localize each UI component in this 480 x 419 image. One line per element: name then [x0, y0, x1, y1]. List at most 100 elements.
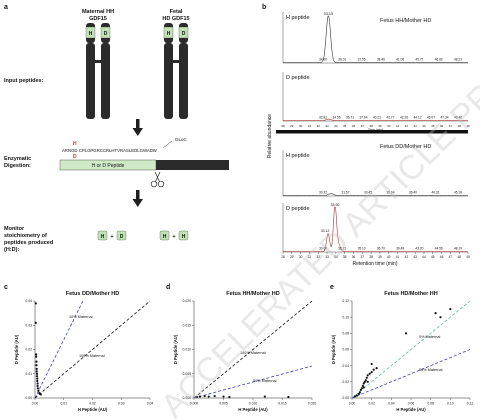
b-xtick-top-label-1: 29 — [290, 124, 294, 128]
b-xtick-top-label-5: 33 — [325, 124, 329, 128]
badge2-right: H — [182, 234, 186, 240]
scatter-e-point-6 — [361, 384, 364, 387]
b-xtick-label-8: 36 — [352, 255, 356, 259]
scatter-e-point-7 — [362, 382, 365, 385]
scatter-e-line-label-1: 50% Maternal — [419, 368, 443, 372]
right-disulfide — [173, 60, 179, 63]
scatter-c-xtick-label-0: 0.00 — [32, 402, 39, 406]
fetal-title-1: Fetal — [170, 9, 183, 15]
badge1-right: D — [120, 234, 124, 240]
scatter-e-point-5 — [360, 387, 363, 390]
scatter-d-refline-0 — [193, 300, 313, 399]
b-xtick-label-5: 33 — [325, 255, 329, 259]
panel-c-label: c — [4, 284, 8, 291]
scatter-e-title: Fetus HD/Mother HH — [384, 291, 438, 297]
trace-line-3 — [282, 206, 468, 253]
trace-small-label-2-1: 31.57 — [342, 191, 350, 195]
trace-small-label-0-4: 41.06 — [396, 58, 404, 62]
scatter-e-point-12 — [368, 372, 371, 375]
scatter-c-point-15 — [37, 389, 40, 392]
scatter-d-point-8 — [287, 395, 290, 399]
scatter-e-point-1 — [355, 394, 359, 397]
badge2-left: H — [163, 234, 167, 240]
arrow-down-icon — [132, 119, 143, 136]
panel-a: a Maternal HH GDF15 Fetal HD GDF15 H D H… — [4, 4, 229, 253]
scatter-c-ytick-label-2: 0.02 — [25, 348, 32, 352]
trace-small-label-0-0: 34.00 — [319, 58, 327, 62]
right-chain-b-green — [178, 26, 189, 39]
scatter-c-line-label-1: 100% Maternal — [79, 354, 105, 358]
trace-label-0: H peptide — [286, 15, 310, 21]
b-xtick-top-label-16: 44 — [422, 124, 426, 128]
scatter-d-ytick-label-0: 0.000 — [183, 396, 192, 400]
scatter-c-point-13 — [36, 384, 39, 387]
scatter-e-refline-1 — [351, 349, 471, 399]
peptide-remainder — [156, 160, 229, 170]
peptide-sequence: ARNGD CPLGPGRCCRLHTVRASLEDLGWADW — [62, 148, 158, 153]
b-time-unit-top: Time (min) — [368, 128, 383, 132]
panel-e: e Fetus HD/Mother HH 0.00 0.02 0.04 0.06 0.08 0… — [330, 284, 473, 412]
trace-small-label-3-1: 32.21 — [338, 247, 346, 251]
trace-small-label-0-2: 37.55 — [358, 58, 366, 62]
b-xtick-top-label-2: 30 — [299, 124, 303, 128]
trace-small-label-0-6: 46.82 — [435, 58, 443, 62]
scatter-e-xtick-label-1: 0.02 — [368, 402, 375, 406]
trace-small-label-0-7: 48.13 — [454, 58, 462, 62]
b-xtick-label-19: 47 — [449, 255, 453, 259]
seq-marker-h: H — [73, 141, 77, 147]
b-xtick-top-label-18: 46 — [440, 124, 444, 128]
monitor-label-3: peptides produced — [4, 240, 53, 246]
monitor-label-2: stoichiometry of — [4, 233, 47, 239]
scatter-e-ylabel: D Peptide (AU) — [331, 334, 336, 364]
b-xtick-label-17: 45 — [431, 255, 435, 259]
digestion-label-2: Digestion: — [4, 163, 31, 169]
trace-small-label-2-0: 30.32 — [319, 191, 327, 195]
scatter-c-xtick-label-4: 0.04 — [147, 402, 154, 406]
scatter-c-xtick-label-3: 0.03 — [118, 402, 125, 406]
scatter-c-point-8 — [35, 372, 39, 375]
scatter-e-xlabel: H Peptide (AU) — [396, 407, 426, 412]
trace-small-label-3-4: 39.49 — [396, 247, 404, 251]
scatter-e-ytick-label-1: 0.02 — [342, 380, 349, 384]
scatter-c-line-label-0: 10% Maternal — [69, 315, 93, 319]
scatter-d-xtick-label-4: 0.020 — [308, 402, 317, 406]
scatter-c-refline-1 — [34, 300, 151, 399]
scatter-e-point-3 — [358, 391, 361, 394]
scatter-c-ytick-label-1: 0.01 — [25, 372, 32, 376]
input-peptides-label: Input peptides: — [4, 78, 44, 84]
scatter-e-ytick-label-0: 0.00 — [342, 396, 349, 400]
b-xtick-top-label-9: 37 — [361, 124, 365, 128]
trace-small-label-1-6: 42.26 — [400, 116, 408, 120]
trace-small-label-2-5: 40.31 — [432, 191, 440, 195]
scatter-e-point-9 — [364, 379, 367, 382]
panel-b: b Relative abundance Retention time (min… — [262, 4, 470, 267]
arrow-down-icon-2 — [132, 190, 143, 207]
scatter-d-line-label-1: 50% Maternal — [253, 379, 277, 383]
b-xtick-label-3: 31 — [308, 255, 312, 259]
b-xtick-top-label-12: 40 — [387, 124, 391, 128]
scatter-c-point-7 — [35, 370, 38, 373]
scatter-e-ytick-label-4: 0.08 — [342, 332, 349, 336]
trace-small-label-0-3: 38.46 — [377, 58, 385, 62]
monitor-label-1: Monitor — [4, 226, 25, 232]
monitor-label-4: (H:D): — [4, 247, 19, 253]
trace-small-label-3-2: 35.10 — [358, 247, 366, 251]
scatter-e-xtick-label-0: 0.00 — [349, 402, 356, 406]
trace-small-label-2-4: 36.40 — [409, 191, 417, 195]
b-xtick-label-15: 43 — [413, 255, 417, 259]
scatter-e-point-20 — [449, 307, 452, 311]
scatter-d-refline-1 — [193, 365, 313, 399]
b-xtick-top-label-13: 41 — [396, 124, 400, 128]
b-xtick-top-label-3: 31 — [308, 124, 312, 128]
panel-b-label: b — [262, 4, 266, 11]
scatter-c-point-1 — [34, 321, 37, 324]
maternal-title-2: GDF15 — [89, 16, 107, 22]
scatter-e-xtick-label-3: 0.06 — [408, 402, 415, 406]
scatter-c-point-10 — [36, 377, 39, 380]
right-chain-b-body — [179, 43, 188, 119]
trace-small-label-1-3: 37.64 — [360, 116, 368, 120]
scatter-e-point-2 — [357, 392, 360, 396]
trace-small-label-1-8: 46.07 — [427, 116, 435, 120]
left-chain-b-letter: D — [104, 31, 108, 37]
